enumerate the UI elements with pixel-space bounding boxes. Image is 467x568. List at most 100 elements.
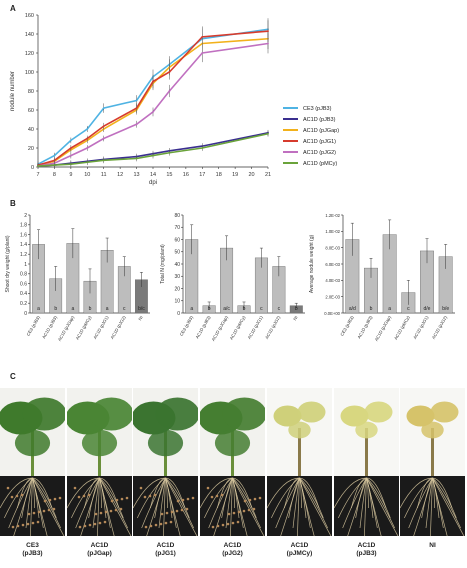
category-label: AC1D (pMCy) [75,315,93,341]
category-label: AC1D (pJG1) [92,315,110,340]
nodule [243,499,247,503]
x-tick-label: 16 [183,172,189,178]
nodule [165,511,169,515]
data-point [53,154,56,157]
data-point [168,151,171,154]
nodule [253,497,257,501]
root [404,477,433,519]
nodule [160,512,164,516]
root [165,477,194,529]
nodule [227,512,231,516]
nodule [88,523,92,527]
root [347,477,367,536]
plant-illustration [334,388,399,536]
nodule [221,523,225,527]
caption-strain: CE3 [26,542,39,549]
data-point [135,123,138,126]
data-point [102,137,105,140]
photo-caption: AC1D (pJB3) [334,542,399,557]
data-point [201,52,204,54]
caption-plasmid: (pJG1) [155,549,176,557]
y-tick-label: 50 [174,250,180,256]
root [146,477,166,536]
plant-photo [67,388,132,536]
nodule [94,512,98,516]
data-point [267,42,269,45]
data-point [86,137,89,140]
root [165,477,190,519]
series-line [37,132,269,167]
y-tick-label: 1.6 [20,232,27,238]
nodule [164,521,168,525]
root [366,477,395,529]
data-point [102,107,105,109]
nodule [82,494,86,498]
nodule [252,507,256,511]
y-axis-title: Total N (mg/plant) [160,244,166,284]
root [425,477,433,529]
leaf [81,429,118,457]
category-label: AC1D (pJG1) [247,315,265,340]
y-tick-label: 100 [25,70,34,76]
root [283,477,300,509]
category-label: NI [292,315,298,321]
root [32,477,65,536]
nodule [47,508,51,512]
significance-letter: b [295,306,298,312]
nodule [242,509,246,513]
series-line [37,28,269,165]
root [413,477,433,536]
data-point [152,111,154,113]
root [225,477,233,529]
root [350,477,367,509]
x-tick-label: 18 [216,172,222,178]
plant-illustration [133,388,198,536]
data-point [86,147,89,149]
nodule [159,522,163,526]
data-point [102,125,105,128]
legend-label: AC1D (pMCy) [303,161,337,167]
nodule [210,495,214,499]
data-point [168,90,171,92]
plant-illustration [200,388,265,536]
significance-letter: b [243,306,246,312]
significance-letter: b/c [138,306,145,312]
category-label: AC1D (pJGap) [211,315,230,342]
root [133,477,166,509]
category-label: AC1D (pMCy) [393,315,411,341]
nodule [237,510,241,514]
nodule [144,525,148,529]
root [432,477,461,529]
significance-letter: b/e [442,306,449,312]
plant-illustration [267,388,332,536]
nodule [125,496,129,500]
nodule [10,495,14,499]
y-tick-label: 1 [24,262,27,268]
category-label: CE3 (pJB3) [25,315,41,337]
bar-chart-total-n: 0 10 20 30 40 50 60 70 80 Total N (mg/plant) a CE3 … [160,213,305,342]
root [299,477,320,509]
y-tick-label: 80 [28,89,34,95]
root [213,477,233,536]
nodule [226,522,230,526]
root [421,477,433,519]
nodule [37,510,41,514]
data-point [69,163,72,166]
nodule [258,496,262,500]
nodule [48,498,52,502]
leaf [288,421,311,439]
nodule [180,508,184,512]
root [299,477,328,529]
root [99,477,128,529]
nodule [36,520,40,524]
root [67,477,100,509]
root [416,477,433,509]
root [355,477,367,519]
leaf [155,397,198,431]
root [232,477,257,519]
root [432,477,465,536]
panel-label-b: B [10,199,16,208]
category-label: AC1D (pJG2) [109,315,127,340]
x-tick-label: 15 [166,172,172,178]
root [232,477,261,529]
